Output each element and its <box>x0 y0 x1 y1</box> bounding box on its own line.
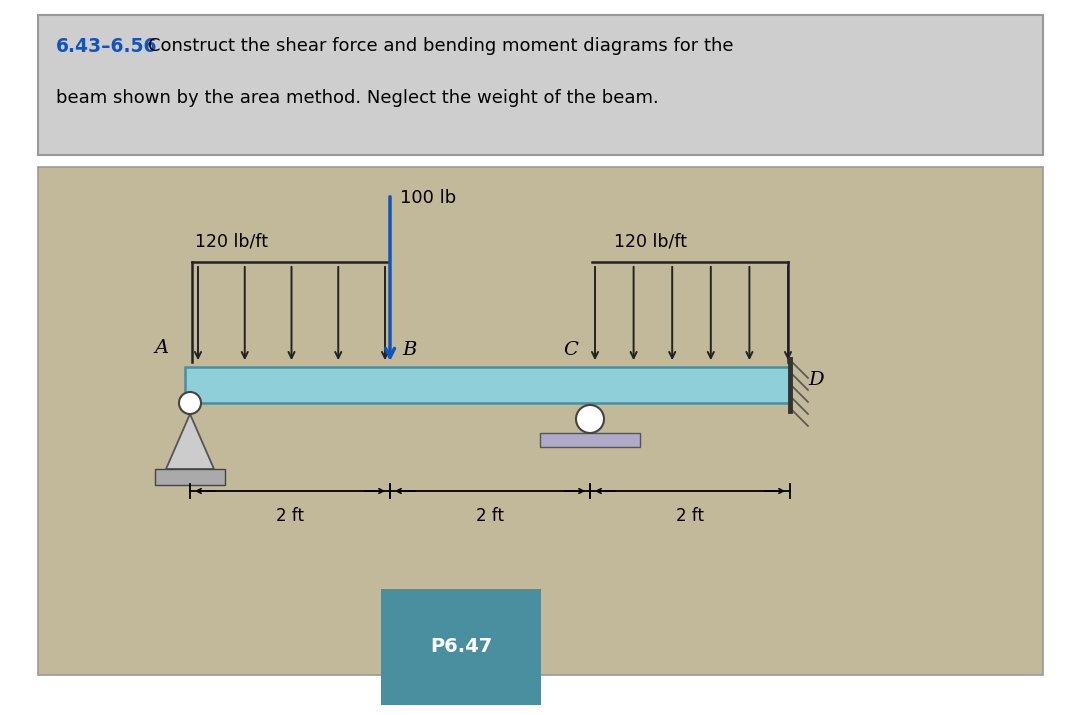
Polygon shape <box>166 414 214 469</box>
Text: 6.43–6.56: 6.43–6.56 <box>56 37 158 56</box>
Text: Fig.: Fig. <box>386 638 430 656</box>
Bar <box>38 15 1043 155</box>
Text: 100 lb: 100 lb <box>400 189 456 207</box>
Text: beam shown by the area method. Neglect the weight of the beam.: beam shown by the area method. Neglect t… <box>56 89 659 107</box>
Text: 120 lb/ft: 120 lb/ft <box>195 232 268 250</box>
Bar <box>185 367 789 403</box>
Text: Construct the shear force and bending moment diagrams for the: Construct the shear force and bending mo… <box>148 37 733 55</box>
Circle shape <box>576 405 604 433</box>
Text: B: B <box>402 341 417 359</box>
Circle shape <box>179 392 201 414</box>
Text: C: C <box>563 341 578 359</box>
Text: A: A <box>154 339 170 357</box>
Bar <box>156 469 225 485</box>
Text: D: D <box>808 371 824 389</box>
Text: 2 ft: 2 ft <box>676 507 704 525</box>
Text: P6.47: P6.47 <box>430 638 492 656</box>
Text: 2 ft: 2 ft <box>476 507 504 525</box>
Bar <box>38 167 1043 675</box>
Bar <box>540 433 640 447</box>
Text: 2 ft: 2 ft <box>276 507 303 525</box>
Text: 120 lb/ft: 120 lb/ft <box>613 232 687 250</box>
